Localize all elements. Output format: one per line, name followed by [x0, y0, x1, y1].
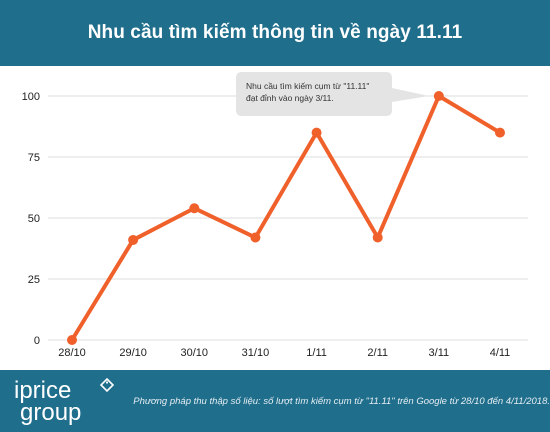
- footer-banner: iprice group Phương pháp thu thập số liệ…: [0, 370, 550, 432]
- data-point-30/10: [189, 203, 200, 214]
- data-point-4/11: [495, 127, 505, 138]
- line-chart: 0 25 50 75 100 28/10 29/10 30/10 31/10 1/11 2/11 3…: [22, 72, 528, 359]
- iprice-group-logo: iprice group: [14, 376, 115, 426]
- series-layer: [67, 91, 505, 345]
- x-tick-label: 1/11: [306, 347, 327, 359]
- price-tag-icon: [100, 378, 114, 392]
- logo-line2: group: [20, 399, 82, 426]
- y-axis-ticks: 0 25 50 75 100: [22, 91, 40, 347]
- y-tick-label: 100: [22, 91, 40, 103]
- y-tick-label: 75: [28, 152, 40, 164]
- data-point-1/11: [311, 127, 322, 138]
- methodology-note: Phương pháp thu thập số liệu: số lượt tì…: [133, 395, 550, 407]
- data-point-2/11: [372, 232, 383, 243]
- x-tick-label: 30/10: [181, 347, 209, 359]
- x-tick-label: 31/10: [242, 347, 270, 359]
- x-tick-label: 28/10: [58, 347, 86, 359]
- chart-title: Nhu cầu tìm kiếm thông tin về ngày 11.11: [87, 22, 463, 43]
- chart-area: 0 25 50 75 100 28/10 29/10 30/10 31/10 1/11 2/11 3…: [0, 66, 550, 370]
- series-line: [70, 94, 502, 342]
- data-point-29/10: [128, 234, 139, 245]
- x-tick-label: 29/10: [119, 347, 147, 359]
- header-banner: Nhu cầu tìm kiếm thông tin về ngày 11.11: [0, 0, 550, 66]
- y-tick-label: 0: [34, 335, 40, 347]
- grid-lines: [48, 95, 528, 341]
- y-tick-label: 25: [28, 274, 40, 286]
- x-tick-label: 2/11: [367, 347, 388, 359]
- x-axis-ticks: 28/10 29/10 30/10 31/10 1/11 2/11 3/11 4/11: [58, 347, 510, 359]
- data-point-31/10: [250, 232, 261, 243]
- callout-text-line: Nhu cầu tìm kiếm cụm từ "11.11": [246, 81, 369, 91]
- annotation-callout: Nhu cầu tìm kiếm cụm từ "11.11" đạt đỉnh …: [236, 72, 429, 116]
- data-point-3/11: [433, 91, 444, 101]
- y-tick-label: 50: [28, 213, 40, 225]
- callout-bubble: [236, 72, 429, 116]
- x-tick-label: 3/11: [429, 347, 450, 359]
- x-tick-label: 4/11: [490, 347, 511, 359]
- data-point-28/10: [67, 335, 77, 345]
- callout-text-line: đạt đỉnh vào ngày 3/11.: [246, 93, 334, 103]
- logo-line1: iprice: [14, 377, 72, 404]
